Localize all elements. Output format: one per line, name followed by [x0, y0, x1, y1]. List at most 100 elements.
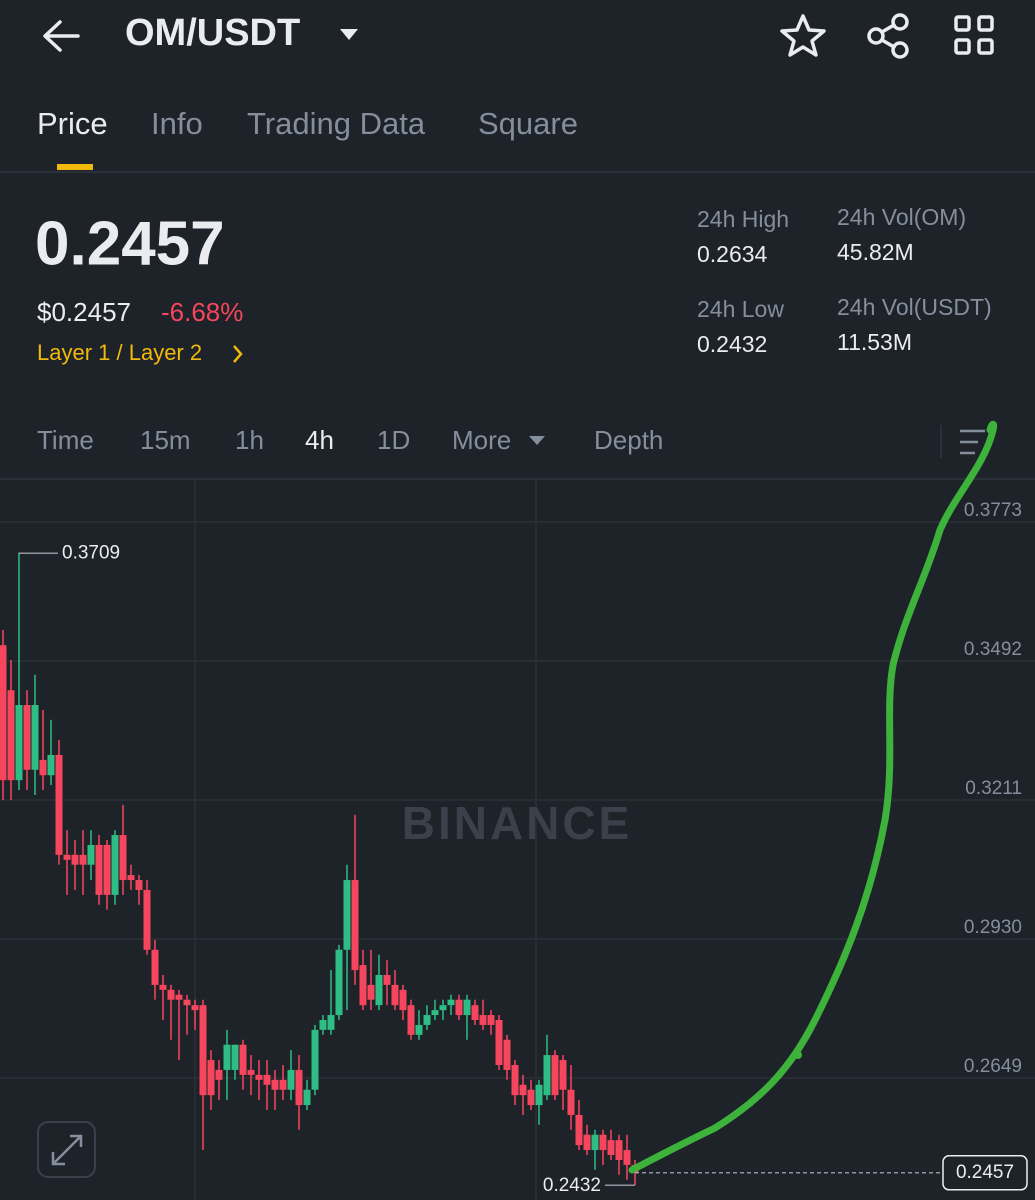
- price-change: -6.68%: [161, 297, 243, 327]
- stat-label: 24h Vol(USDT): [837, 294, 992, 320]
- candle-body: [591, 1134, 599, 1151]
- candle-body: [351, 880, 359, 971]
- candle-body: [143, 889, 151, 950]
- interval-option[interactable]: Depth: [594, 425, 663, 455]
- interval-option[interactable]: More: [452, 425, 511, 455]
- high-marker-label: 0.3709: [62, 543, 120, 564]
- more-dropdown[interactable]: [529, 436, 545, 445]
- pair-dropdown[interactable]: [340, 29, 358, 40]
- stat-label: 24h Low: [697, 296, 784, 322]
- stat-value: 0.2634: [697, 241, 768, 267]
- candle-body: [319, 1020, 327, 1030]
- candle-body: [71, 854, 79, 865]
- candle-body: [511, 1065, 519, 1096]
- candle-body: [375, 975, 383, 1006]
- stat-label: 24h Vol(OM): [837, 204, 966, 230]
- candle-body: [495, 1020, 503, 1065]
- last-price: 0.2457: [35, 209, 225, 278]
- hand-drawn-dot: [794, 1051, 802, 1059]
- candle-body: [39, 759, 47, 776]
- candle-body: [111, 835, 119, 895]
- candle-body: [263, 1074, 271, 1085]
- candle-body: [543, 1055, 551, 1096]
- candle-body: [87, 844, 95, 865]
- y-tick-label: 0.2649: [964, 1056, 1022, 1077]
- tab[interactable]: Square: [478, 106, 578, 141]
- candle-body: [583, 1134, 591, 1151]
- candle-body: [255, 1074, 263, 1080]
- candle-body: [159, 984, 167, 990]
- candle-body: [391, 984, 399, 1006]
- candle-body: [135, 880, 143, 890]
- candle-body: [311, 1029, 319, 1090]
- interval-option[interactable]: 15m: [140, 425, 191, 455]
- stat-value: 11.53M: [837, 329, 912, 355]
- candle-body: [207, 1060, 215, 1096]
- candle-body: [551, 1055, 559, 1096]
- candle-body: [303, 1089, 311, 1106]
- candle-body: [103, 844, 111, 895]
- category-tag[interactable]: Layer 1 / Layer 2: [37, 340, 202, 365]
- candle-body: [359, 965, 367, 1006]
- candle-body: [55, 754, 63, 855]
- candle-body: [119, 835, 127, 881]
- interval-option[interactable]: 1D: [377, 425, 410, 455]
- candle-body: [415, 1024, 423, 1035]
- candlestick-chart: BINANCE 0.3773 0.3492 0.3211 0.2930 0.2649 0.…: [0, 480, 1035, 1200]
- favorite-button[interactable]: [780, 14, 826, 57]
- candle-body: [175, 994, 183, 1000]
- candle-body: [79, 854, 87, 865]
- candle-body: [559, 1060, 567, 1090]
- menu-button[interactable]: [954, 15, 994, 55]
- candle-body: [527, 1089, 535, 1106]
- low-marker-label: 0.2432: [543, 1175, 601, 1196]
- candle-body: [439, 1005, 447, 1011]
- candle-body: [183, 999, 191, 1006]
- tag-chevron[interactable]: [233, 345, 243, 363]
- y-tick-label: 0.2930: [964, 917, 1022, 938]
- candle-body: [383, 975, 391, 985]
- back-button[interactable]: [43, 20, 80, 52]
- candle-body: [455, 999, 463, 1016]
- interval-option[interactable]: 4h: [305, 425, 334, 455]
- last-price-label: 0.2457: [956, 1162, 1014, 1183]
- candle-body: [607, 1140, 615, 1155]
- candle-body: [151, 949, 159, 985]
- stat-value: 0.2432: [697, 331, 767, 357]
- candle-body: [31, 705, 39, 770]
- stat-label: 24h High: [697, 206, 789, 232]
- candle-body: [63, 854, 71, 860]
- y-tick-label: 0.3492: [964, 639, 1022, 660]
- candle-body: [367, 984, 375, 1000]
- candle-body: [623, 1150, 631, 1165]
- candle-body: [599, 1134, 607, 1151]
- candle-body: [423, 1015, 431, 1025]
- high-marker-line: [18, 552, 58, 554]
- candle-body: [47, 754, 55, 776]
- chart-settings[interactable]: [960, 429, 985, 455]
- tab[interactable]: Trading Data: [247, 106, 426, 141]
- pair-title[interactable]: OM/USDT: [125, 12, 300, 54]
- candle-body: [127, 875, 135, 881]
- tab[interactable]: Price: [37, 106, 108, 141]
- interval-option[interactable]: Time: [37, 425, 94, 455]
- candle-body: [479, 1015, 487, 1025]
- candle-body: [575, 1114, 583, 1146]
- candle-body: [223, 1044, 231, 1070]
- candle-body: [239, 1044, 247, 1075]
- expand-button[interactable]: [37, 1121, 96, 1178]
- tab[interactable]: Info: [151, 106, 203, 141]
- candle-body: [327, 1015, 335, 1030]
- watermark: BINANCE: [402, 797, 633, 849]
- interval-option[interactable]: 1h: [235, 425, 264, 455]
- candle-body: [295, 1069, 303, 1106]
- candle-body: [231, 1044, 239, 1070]
- candle-body: [431, 1010, 439, 1016]
- share-button[interactable]: [867, 13, 909, 59]
- usd-price: $0.2457: [37, 297, 131, 327]
- candle-body: [615, 1140, 623, 1160]
- candle-body: [0, 645, 7, 781]
- candle-body: [535, 1084, 543, 1106]
- candle-body: [463, 999, 471, 1016]
